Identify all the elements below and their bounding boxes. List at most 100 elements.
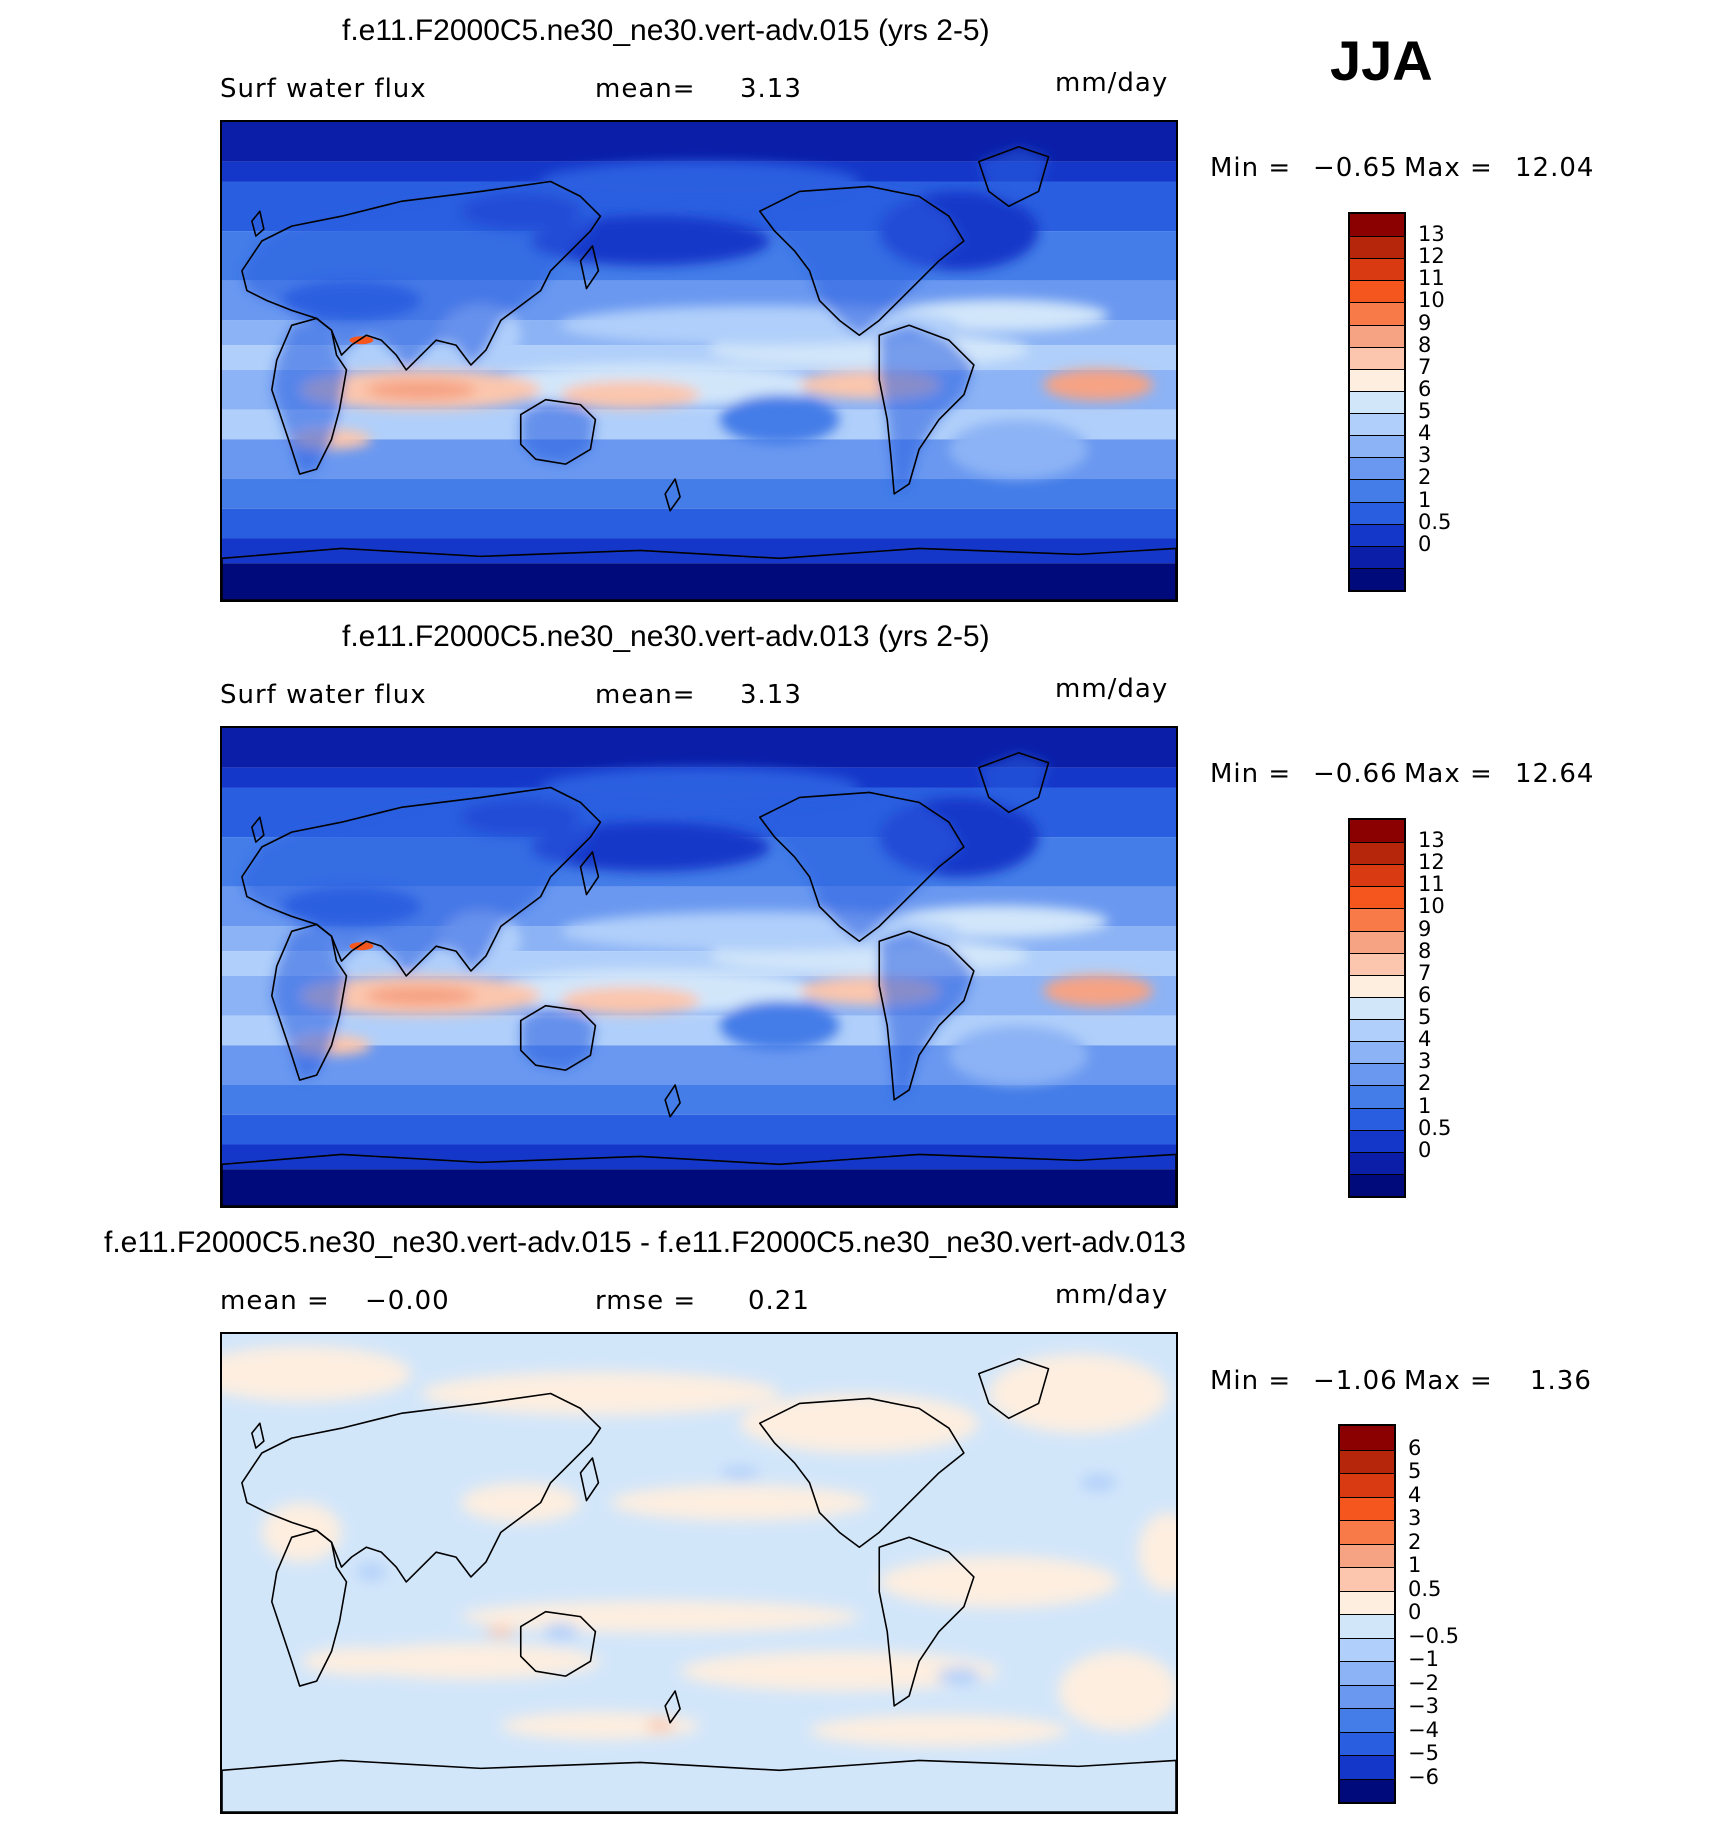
colorbar-segment [1340, 1567, 1394, 1591]
rmse-value: 0.21 [748, 1286, 810, 1316]
colorbar-segment [1350, 842, 1404, 865]
max-label: Max = [1404, 759, 1493, 789]
colorbar-segment [1350, 886, 1404, 909]
colorbar-segment [1350, 435, 1404, 458]
colorbar-tick-label: 8 [1418, 332, 1432, 357]
colorbar-tick-label: 6 [1408, 1435, 1422, 1460]
map-canvas [222, 1334, 1176, 1812]
colorbar-tick-label: 2 [1418, 1071, 1432, 1096]
colorbar-segment [1340, 1614, 1394, 1638]
colorbar-tick-label: 12 [1418, 244, 1445, 269]
colorbar-segment [1350, 479, 1404, 502]
colorbar-segment [1350, 457, 1404, 480]
colorbar-tick-label: 4 [1418, 421, 1432, 446]
colorbar-tick-label: 9 [1418, 916, 1432, 941]
colorbar-segment [1350, 523, 1404, 546]
colorbar-segment [1350, 864, 1404, 887]
colorbar-tick-label: 1 [1418, 487, 1432, 512]
mean-label: mean = [220, 1286, 330, 1316]
colorbar-segment [1350, 324, 1404, 347]
colorbar [1348, 212, 1406, 592]
colorbar-tick-label: −5 [1408, 1741, 1439, 1765]
map-canvas [222, 728, 1176, 1206]
colorbar-segment [1350, 1063, 1404, 1086]
colorbar-segment [1340, 1426, 1394, 1450]
colorbar-tick-label: 0 [1418, 531, 1432, 556]
colorbar-segment [1350, 280, 1404, 303]
colorbar-segment [1340, 1449, 1394, 1473]
colorbar-segment [1350, 908, 1404, 931]
colorbar-tick-label: 13 [1418, 828, 1445, 853]
colorbar-tick-label: −3 [1408, 1694, 1439, 1718]
colorbar-segment [1340, 1755, 1394, 1779]
colorbar-segment [1350, 258, 1404, 281]
colorbar-segment [1340, 1708, 1394, 1732]
colorbar-tick-label: 3 [1408, 1506, 1422, 1530]
colorbar-segment [1350, 1151, 1404, 1174]
colorbar-segment [1350, 930, 1404, 953]
colorbar-tick-label: 7 [1418, 354, 1432, 379]
colorbar-segment [1350, 236, 1404, 259]
max-value: 12.64 [1515, 759, 1595, 789]
colorbar-segment [1350, 368, 1404, 391]
colorbar-tick-label: 13 [1418, 222, 1445, 247]
colorbar-tick-label: 2 [1408, 1529, 1422, 1554]
colorbar-tick-label: 4 [1418, 1027, 1432, 1052]
min-value: −0.66 [1313, 759, 1398, 789]
coastlines [222, 751, 1176, 1206]
colorbar [1348, 818, 1406, 1198]
colorbar-tick-label: 9 [1418, 310, 1432, 335]
max-label: Max = [1404, 1366, 1493, 1396]
mean-value: 3.13 [740, 74, 802, 104]
colorbar-tick-label: 11 [1418, 266, 1445, 291]
colorbar-segment [1340, 1731, 1394, 1755]
min-value: −1.06 [1313, 1366, 1398, 1396]
units-label: mm/day [1055, 68, 1169, 98]
units-label: mm/day [1055, 674, 1169, 704]
colorbar-segment [1340, 1543, 1394, 1567]
map-plot [220, 726, 1178, 1208]
colorbar-segment [1350, 974, 1404, 997]
colorbar-tick-label: 11 [1418, 872, 1445, 897]
colorbar-tick-label: 0 [1408, 1600, 1422, 1624]
panel-title: f.e11.F2000C5.ne30_ne30.vert-adv.015 - f… [104, 1226, 1186, 1259]
colorbar-segment [1350, 567, 1404, 590]
field-label: Surf water flux [220, 680, 427, 710]
colorbar-segment [1340, 1637, 1394, 1661]
colorbar-tick-label: 0.5 [1408, 1576, 1442, 1601]
colorbar-tick-label: 6 [1418, 982, 1432, 1007]
mean-label: mean= [595, 680, 696, 710]
colorbar-segment [1340, 1661, 1394, 1685]
colorbar-segment [1340, 1778, 1394, 1802]
colorbar-tick-label: 5 [1408, 1459, 1422, 1483]
colorbar-tick-label: −6 [1408, 1764, 1439, 1789]
colorbar-segment [1350, 820, 1404, 843]
colorbar-segment [1350, 1173, 1404, 1196]
colorbar-tick-label: 3 [1418, 1049, 1432, 1074]
colorbar-tick-label: 1 [1408, 1553, 1422, 1577]
panel-title: f.e11.F2000C5.ne30_ne30.vert-adv.015 (yr… [342, 14, 990, 47]
max-label: Max = [1404, 153, 1493, 183]
colorbar-segment [1350, 1129, 1404, 1152]
colorbar-tick-label: 6 [1418, 376, 1432, 401]
colorbar-tick-label: 7 [1418, 960, 1432, 985]
colorbar-segment [1350, 1107, 1404, 1130]
colorbar-segment [1350, 1041, 1404, 1064]
coastlines [222, 145, 1176, 600]
colorbar-segment [1350, 1085, 1404, 1108]
season-label: JJA [1330, 29, 1433, 92]
colorbar-tick-label: 5 [1418, 1005, 1432, 1030]
colorbar-tick-label: 4 [1408, 1482, 1422, 1507]
units-label: mm/day [1055, 1280, 1169, 1310]
map-plot [220, 1332, 1178, 1814]
colorbar-segment [1350, 1019, 1404, 1042]
rmse-label: rmse = [595, 1286, 697, 1316]
colorbar-tick-label: 1 [1418, 1093, 1432, 1118]
colorbar-segment [1350, 214, 1404, 237]
colorbar [1338, 1424, 1396, 1804]
max-value: 1.36 [1530, 1366, 1592, 1396]
field-label: Surf water flux [220, 74, 427, 104]
coastlines [222, 1357, 1176, 1812]
colorbar-tick-label: 10 [1418, 288, 1445, 313]
colorbar-segment [1350, 545, 1404, 568]
